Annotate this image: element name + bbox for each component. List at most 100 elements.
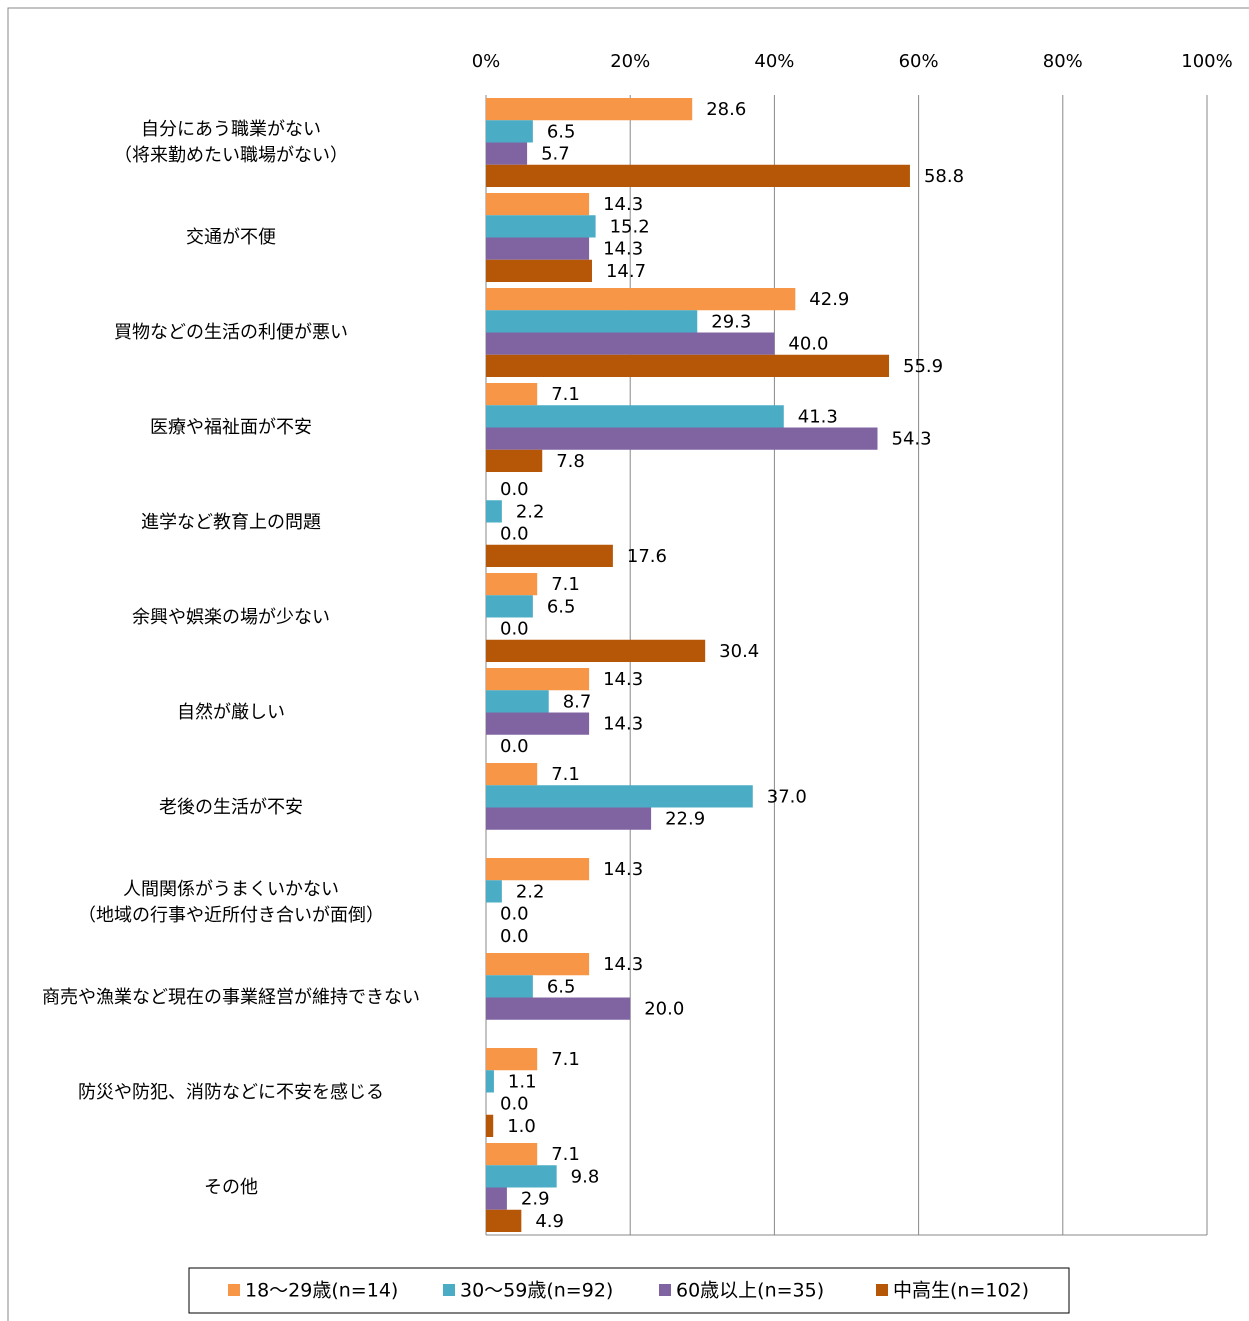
bar (486, 544, 613, 567)
bar (486, 237, 590, 260)
data-label: 14.3 (603, 239, 643, 260)
y-tick-label: 余興や娯楽の場が少ない (132, 606, 330, 628)
data-label: 20.0 (644, 999, 684, 1020)
data-label: 40.0 (788, 334, 828, 355)
bar (486, 500, 502, 523)
y-tick-label: 老後の生活が不安 (159, 796, 303, 818)
data-label: 30.4 (719, 641, 759, 662)
bar (486, 449, 543, 472)
data-label: 7.1 (551, 384, 580, 405)
y-tick-label: 交通が不便 (186, 226, 276, 248)
bar (486, 1070, 494, 1093)
data-label: 14.3 (603, 714, 643, 735)
bar (486, 383, 538, 406)
y-tick-label: その他 (204, 1176, 258, 1198)
legend-swatch (443, 1284, 455, 1296)
data-label: 14.3 (603, 859, 643, 880)
legend-label: 30～59歳(n=92) (460, 1280, 613, 1302)
bar (486, 880, 502, 903)
bar (486, 573, 538, 596)
bar (486, 1187, 507, 1210)
bar (486, 858, 590, 881)
data-label: 0.0 (500, 524, 529, 545)
data-label: 2.9 (521, 1189, 550, 1210)
bar (486, 259, 592, 282)
data-label: 7.1 (551, 1049, 580, 1070)
data-label: 1.1 (508, 1071, 537, 1092)
bar (486, 1209, 522, 1232)
bar (486, 807, 652, 830)
bar (486, 98, 693, 121)
data-label: 0.0 (500, 736, 529, 757)
data-label: 7.1 (551, 574, 580, 595)
x-tick-label: 80% (1043, 51, 1083, 72)
legend-swatch (876, 1284, 888, 1296)
y-tick-label: 買物などの生活の利便が悪い (114, 321, 348, 343)
data-label: 15.2 (610, 216, 650, 237)
bar (486, 427, 878, 450)
bar (486, 164, 910, 187)
bar (486, 1048, 538, 1071)
data-label: 0.0 (500, 479, 529, 500)
data-label: 17.6 (627, 546, 667, 567)
bar (486, 595, 533, 618)
y-tick-label: 自分にあう職業がない （将来勤めたい職場がない） (114, 118, 348, 166)
bar (486, 405, 784, 428)
data-label: 6.5 (547, 596, 576, 617)
data-label: 22.9 (665, 809, 705, 830)
bar (486, 639, 706, 662)
data-label: 7.1 (551, 764, 580, 785)
data-label: 5.7 (541, 144, 570, 165)
y-tick-label: 自然が厳しい (177, 701, 285, 723)
bar (486, 332, 775, 355)
data-label: 1.0 (507, 1116, 536, 1137)
y-tick-label: 人間関係がうまくいかない （地域の行事や近所付き合いが面倒） (78, 878, 384, 926)
data-label: 7.1 (551, 1144, 580, 1165)
bar (486, 712, 590, 735)
bar (486, 142, 528, 165)
legend-label: 18～29歳(n=14) (245, 1280, 398, 1302)
data-label: 41.3 (798, 406, 838, 427)
legend-swatch (228, 1284, 240, 1296)
bar (486, 975, 533, 998)
bar (486, 668, 590, 691)
data-label: 14.7 (606, 261, 646, 282)
frame (7, 7, 1249, 1321)
y-tick-label: 商売や漁業など現在の事業経営が維持できない (42, 986, 420, 1008)
legend-box (188, 1267, 1070, 1314)
bar (486, 120, 533, 143)
data-label: 7.8 (556, 451, 585, 472)
data-label: 0.0 (500, 1094, 529, 1115)
bar (486, 763, 538, 786)
data-label: 42.9 (809, 289, 849, 310)
bar (486, 690, 549, 713)
data-label: 14.3 (603, 669, 643, 690)
bar (486, 215, 596, 238)
data-label: 9.8 (571, 1166, 600, 1187)
bar (486, 1143, 538, 1166)
bar (486, 997, 631, 1020)
data-label: 14.3 (603, 954, 643, 975)
data-label: 58.8 (924, 166, 964, 187)
x-tick-label: 100% (1181, 51, 1232, 72)
bar (486, 354, 890, 377)
bar (486, 1114, 494, 1137)
y-tick-label: 進学など教育上の問題 (141, 511, 321, 533)
bar (486, 1165, 557, 1188)
data-label: 55.9 (903, 356, 943, 377)
bar (486, 288, 796, 311)
x-tick-label: 20% (610, 51, 650, 72)
x-tick-label: 60% (899, 51, 939, 72)
data-label: 0.0 (500, 926, 529, 947)
data-label: 37.0 (767, 786, 807, 807)
x-tick-label: 40% (754, 51, 794, 72)
data-label: 29.3 (711, 311, 751, 332)
legend-label: 中高生(n=102) (893, 1280, 1029, 1302)
bar (486, 193, 590, 216)
data-label: 2.2 (516, 501, 545, 522)
legend-swatch (659, 1284, 671, 1296)
data-label: 0.0 (500, 904, 529, 925)
bar (486, 785, 753, 808)
